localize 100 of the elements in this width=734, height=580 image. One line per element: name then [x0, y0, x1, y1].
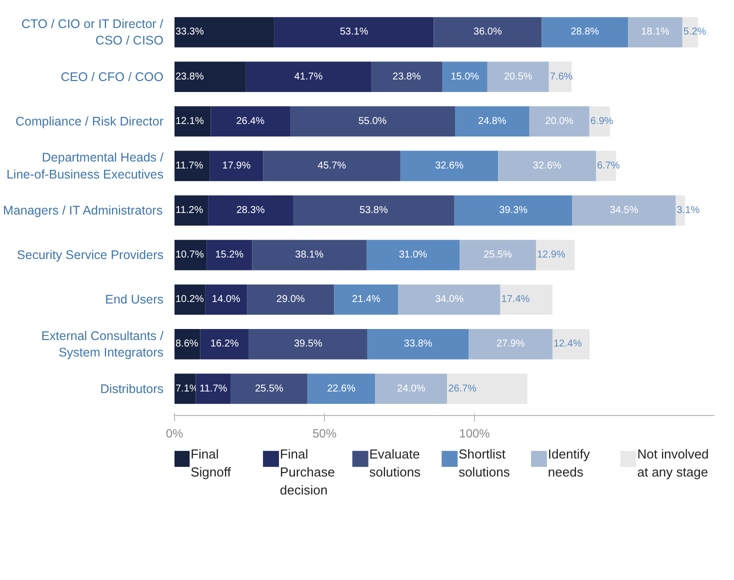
legend-label: Identify needs: [548, 446, 590, 480]
data-label: 17.4%: [501, 294, 530, 306]
data-label: 11.7%: [200, 383, 228, 394]
data-label: 53.8%: [360, 205, 388, 216]
data-label: 28.8%: [570, 26, 600, 38]
data-label: 53.1%: [340, 26, 368, 38]
bar: [252, 240, 366, 270]
data-label: 3.1%: [676, 205, 700, 216]
bar: [246, 62, 371, 92]
data-label: 14.0%: [212, 294, 240, 306]
data-label: 45.7%: [318, 160, 346, 172]
x-tick-label: 0%: [166, 426, 184, 440]
bar: [455, 106, 530, 137]
legend-label: Final Signoff: [190, 446, 232, 480]
bar: [205, 284, 248, 315]
data-label: 26.4%: [236, 116, 265, 127]
bar: [247, 284, 334, 315]
data-label: 12.1%: [176, 116, 204, 127]
data-label: 22.6%: [327, 383, 356, 394]
data-label: 29.0%: [276, 294, 305, 306]
x-tick-label: 50%: [312, 426, 337, 440]
bar: [174, 150, 210, 182]
bar: [230, 374, 308, 404]
bar: [174, 329, 200, 360]
bar: [500, 284, 552, 315]
y-tick-label: Security Service Providers: [16, 248, 164, 262]
data-label: 21.4%: [352, 294, 380, 306]
legend-label: Not involved at any stage: [637, 446, 709, 480]
data-label: 34.0%: [435, 294, 464, 306]
data-label: 20.5%: [504, 71, 532, 82]
data-label: 24.8%: [478, 116, 506, 127]
bar: [434, 17, 542, 48]
bar: [263, 150, 400, 182]
legend-label: Evaluate solutions: [369, 446, 422, 480]
data-label: 39.3%: [499, 205, 528, 216]
data-label: 12.4%: [554, 338, 582, 350]
data-label: 7.6%: [550, 71, 573, 82]
data-label: 55.0%: [358, 116, 387, 127]
data-label: 38.1%: [295, 250, 324, 261]
bar: [334, 284, 398, 315]
data-label: 23.8%: [176, 71, 204, 82]
data-label: 39.5%: [294, 338, 322, 350]
data-label: 24.0%: [397, 383, 426, 394]
data-label: 17.9%: [222, 160, 251, 172]
y-tick-label: Departmental Heads / Line-of-Business Executives: [6, 150, 164, 182]
data-label: 28.3%: [236, 205, 265, 216]
bar: [274, 17, 434, 48]
bar: [290, 106, 455, 137]
data-label: 25.5%: [484, 250, 512, 261]
bar: [552, 329, 590, 360]
y-tick-label: CEO / CFO / COO: [60, 70, 164, 84]
data-label: 27.9%: [496, 338, 525, 350]
bar: [174, 240, 207, 270]
y-tick-label: End Users: [105, 292, 164, 307]
data-label: 33.8%: [404, 338, 432, 350]
y-tick-label: Distributors: [100, 382, 164, 396]
data-label: 36.0%: [474, 26, 502, 38]
data-label: 15.2%: [215, 250, 244, 261]
bar: [206, 240, 252, 270]
bar: [174, 284, 206, 315]
legend-label: Shortlist solutions: [458, 446, 510, 480]
bar: [371, 62, 442, 92]
bar: [210, 150, 264, 182]
data-label: 41.7%: [294, 71, 323, 82]
data-label: 18.1%: [641, 26, 670, 38]
bar: [498, 150, 596, 182]
bar: [442, 62, 488, 92]
bar: [398, 284, 500, 315]
data-label: 5.2%: [683, 26, 706, 38]
y-tick-label: CTO / CIO or IT Director / CSO / CISO: [21, 16, 164, 48]
data-label: 15.0%: [450, 71, 480, 82]
data-label: 20.0%: [545, 116, 574, 127]
bar: [542, 17, 628, 48]
data-label: 10.2%: [176, 294, 204, 306]
bar: [293, 195, 454, 226]
bar: [174, 62, 246, 92]
data-label: 32.6%: [532, 160, 562, 172]
data-label: 34.5%: [610, 205, 638, 216]
bar: [366, 240, 460, 270]
bar: [248, 329, 368, 360]
bar: [196, 374, 231, 404]
bar: [536, 240, 575, 270]
bar: [307, 374, 376, 404]
bar: [174, 374, 196, 404]
bar: [210, 106, 290, 137]
bar: [200, 329, 249, 360]
bar: [174, 195, 208, 226]
bar: [454, 195, 572, 226]
data-label: 8.6%: [176, 338, 198, 350]
bar: [174, 106, 211, 137]
bar: [375, 374, 448, 404]
bar: [529, 106, 590, 137]
data-label: 12.9%: [537, 250, 566, 261]
bar: [400, 150, 498, 182]
bar: [174, 17, 274, 48]
data-label: 6.9%: [590, 116, 614, 127]
bar: [208, 195, 293, 226]
y-tick-label: External Consultants / System Integrators: [41, 328, 164, 360]
data-label: 11.2%: [176, 205, 204, 216]
data-label: 26.7%: [448, 383, 477, 394]
